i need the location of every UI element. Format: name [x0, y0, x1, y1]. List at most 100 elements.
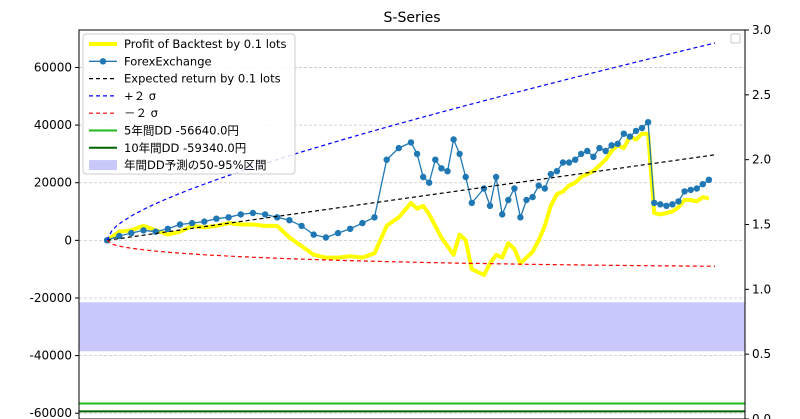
- forex-point: [164, 225, 171, 232]
- forex-point: [572, 156, 579, 163]
- y-tick-label: -60000: [29, 406, 72, 419]
- dd-band: [79, 302, 745, 352]
- forex-point: [626, 133, 634, 140]
- forex-point: [705, 176, 713, 183]
- y-tick-label: -20000: [29, 291, 72, 305]
- legend-label: ForexExchange: [124, 54, 212, 68]
- forex-point: [188, 219, 196, 227]
- expected-return-line: [106, 154, 716, 241]
- y2-tick-label: 2.0: [752, 153, 771, 167]
- forex-point: [249, 209, 257, 217]
- forex-point: [620, 130, 627, 137]
- forex-point: [395, 144, 402, 152]
- forex-point: [499, 211, 506, 218]
- forex-point: [261, 211, 269, 218]
- forex-point: [529, 193, 536, 201]
- legend-label: Expected return by 0.1 lots: [124, 72, 281, 86]
- legend-box: [82, 33, 296, 175]
- forex-point: [456, 150, 463, 158]
- forex-point: [371, 214, 378, 221]
- forex-point: [596, 144, 603, 152]
- forex-point: [584, 147, 591, 155]
- forex-point: [310, 231, 317, 238]
- plus-2sigma-line: [106, 42, 716, 241]
- y2-tick-label: 0.0: [752, 412, 771, 419]
- y2-tick-label: 2.5: [752, 88, 771, 102]
- forex-point: [432, 156, 439, 163]
- forex-point: [614, 140, 621, 147]
- y2-tick-label: 1.0: [752, 282, 771, 296]
- forex-point: [657, 201, 664, 208]
- forex-point: [462, 173, 469, 181]
- empty-legend-box: [730, 33, 741, 44]
- forex-point: [559, 159, 567, 166]
- forex-point: [450, 136, 457, 143]
- forex-point: [468, 199, 475, 207]
- forex-point: [553, 168, 561, 175]
- forex-point: [413, 150, 421, 158]
- forex-point: [505, 196, 512, 204]
- forex-point: [547, 170, 554, 178]
- forex-point: [608, 142, 615, 149]
- forex-point: [237, 211, 244, 218]
- legend-label: －２ σ: [124, 106, 158, 120]
- forex-point: [298, 222, 305, 230]
- legend-swatch: [89, 160, 117, 171]
- forex-point: [693, 185, 700, 192]
- forex-point: [213, 215, 220, 222]
- forex-point: [334, 229, 342, 237]
- legend-label: 5年間DD -56640.0円: [124, 124, 239, 138]
- forex-point: [535, 182, 542, 189]
- forex-point: [541, 185, 548, 192]
- y-tick-label: 0: [64, 233, 72, 247]
- forex-point: [492, 173, 500, 181]
- y2-tick-label: 1.5: [752, 218, 771, 232]
- chart-title: S-Series: [384, 10, 441, 26]
- forex-point: [565, 159, 573, 166]
- forex-point: [347, 225, 354, 232]
- forex-point: [687, 186, 694, 194]
- y2-tick-label: 0.5: [752, 347, 771, 361]
- y-tick-label: -40000: [29, 349, 72, 363]
- forex-point: [578, 150, 585, 158]
- legend-label: Profit of Backtest by 0.1 lots: [124, 37, 287, 51]
- y-tick-label: 60000: [34, 60, 72, 74]
- backtest-profit-line: [105, 131, 710, 277]
- forex-point: [669, 201, 676, 208]
- forex-point: [517, 214, 524, 221]
- forex-point: [359, 219, 366, 227]
- forex-point: [511, 185, 518, 192]
- forex-point: [286, 217, 293, 224]
- legend-label: 年間DD予測の50-95%区間: [124, 158, 267, 172]
- forex-point: [426, 179, 433, 186]
- forex-point: [699, 181, 706, 188]
- forex-point: [632, 127, 640, 135]
- legend-label: 10年間DD -59340.0円: [124, 141, 246, 155]
- y2-tick-label: 3.0: [752, 23, 771, 37]
- forex-point: [322, 234, 330, 241]
- y-tick-label: 40000: [34, 118, 72, 132]
- forex-point: [407, 139, 415, 146]
- y-tick-label: 20000: [34, 176, 72, 190]
- forex-point: [383, 156, 390, 163]
- forex-point: [602, 147, 609, 155]
- forex-point: [663, 202, 670, 209]
- forex-point: [128, 229, 135, 237]
- forex-point: [140, 227, 147, 234]
- forex-point: [480, 185, 488, 192]
- forex-point: [644, 119, 652, 126]
- forex-point: [523, 196, 530, 204]
- forex-point: [420, 173, 427, 181]
- legend-label: +２ σ: [124, 89, 156, 103]
- forex-point: [590, 153, 597, 160]
- forex-point: [681, 188, 688, 195]
- forex-point: [638, 124, 646, 132]
- forex-point: [201, 218, 208, 225]
- minus-2sigma-line: [106, 239, 716, 267]
- forex-point: [116, 232, 123, 240]
- forex-point: [176, 221, 184, 228]
- forex-point: [675, 198, 682, 205]
- legend-swatch-marker: [99, 58, 107, 65]
